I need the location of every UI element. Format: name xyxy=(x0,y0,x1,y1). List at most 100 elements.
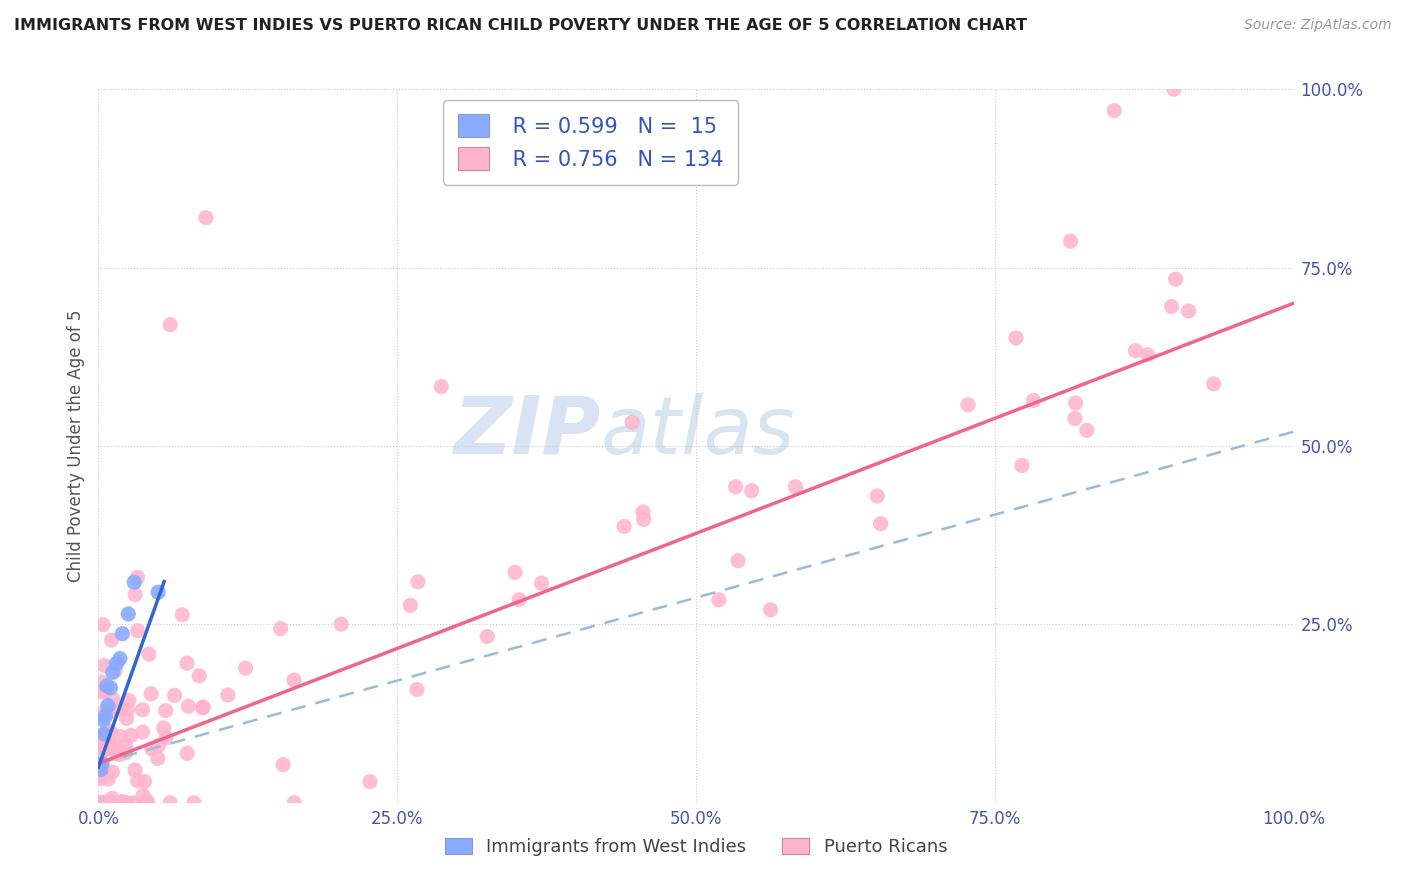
Point xyxy=(94,796,117,810)
Point xyxy=(93,741,115,756)
Point xyxy=(118,693,141,707)
Point xyxy=(759,603,782,617)
Point xyxy=(1136,348,1159,362)
Point xyxy=(1011,458,1033,473)
Point xyxy=(135,794,157,808)
Point xyxy=(93,658,115,673)
Point xyxy=(127,570,149,584)
Point xyxy=(93,684,115,698)
Point xyxy=(110,730,132,744)
Point xyxy=(124,588,146,602)
Point xyxy=(176,656,198,670)
Point xyxy=(475,630,498,644)
Point xyxy=(98,741,121,756)
Point xyxy=(97,772,120,786)
Point xyxy=(120,728,142,742)
Point xyxy=(114,796,136,810)
Point xyxy=(631,505,654,519)
Point xyxy=(271,757,294,772)
Point xyxy=(176,747,198,761)
Point xyxy=(90,796,112,810)
Point xyxy=(141,741,163,756)
Point xyxy=(98,796,121,810)
Point xyxy=(100,725,122,739)
Point xyxy=(330,617,353,632)
Point xyxy=(406,682,429,697)
Point xyxy=(1064,411,1087,425)
Point xyxy=(98,739,121,754)
Point xyxy=(148,739,170,753)
Point xyxy=(283,673,305,687)
Point xyxy=(104,741,127,756)
Point xyxy=(104,664,127,678)
Point xyxy=(117,703,139,717)
Point xyxy=(152,721,174,735)
Point xyxy=(124,575,146,590)
Point xyxy=(127,773,149,788)
Point xyxy=(359,774,381,789)
Point xyxy=(866,489,889,503)
Point xyxy=(406,574,429,589)
Point xyxy=(100,796,122,810)
Point xyxy=(96,679,118,693)
Point xyxy=(136,796,159,810)
Point xyxy=(94,796,117,810)
Point xyxy=(93,709,115,723)
Point xyxy=(235,661,257,675)
Point xyxy=(115,796,138,810)
Point xyxy=(188,669,211,683)
Point xyxy=(93,743,115,757)
Point xyxy=(94,705,117,719)
Point xyxy=(90,796,112,810)
Point xyxy=(93,727,115,741)
Point xyxy=(724,480,747,494)
Point xyxy=(101,665,124,680)
Point xyxy=(155,704,177,718)
Point xyxy=(1064,396,1087,410)
Point xyxy=(94,709,117,723)
Y-axis label: Child Poverty Under the Age of 5: Child Poverty Under the Age of 5 xyxy=(66,310,84,582)
Point xyxy=(91,713,114,727)
Point xyxy=(111,796,134,810)
Point xyxy=(399,599,422,613)
Point xyxy=(727,554,749,568)
Point xyxy=(90,796,112,810)
Legend: Immigrants from West Indies, Puerto Ricans: Immigrants from West Indies, Puerto Rica… xyxy=(436,829,956,865)
Point xyxy=(105,747,128,761)
Point xyxy=(155,731,177,745)
Point xyxy=(131,725,153,739)
Point xyxy=(183,796,205,810)
Point xyxy=(93,763,115,777)
Text: IMMIGRANTS FROM WEST INDIES VS PUERTO RICAN CHILD POVERTY UNDER THE AGE OF 5 COR: IMMIGRANTS FROM WEST INDIES VS PUERTO RI… xyxy=(14,18,1026,33)
Point xyxy=(159,796,181,810)
Point xyxy=(90,796,112,810)
Point xyxy=(91,796,114,810)
Text: Source: ZipAtlas.com: Source: ZipAtlas.com xyxy=(1244,18,1392,32)
Point xyxy=(98,796,121,810)
Point xyxy=(96,723,118,738)
Point xyxy=(97,796,120,810)
Point xyxy=(114,796,136,810)
Point xyxy=(90,763,112,777)
Text: atlas: atlas xyxy=(600,392,796,471)
Text: ZIP: ZIP xyxy=(453,392,600,471)
Point xyxy=(97,698,120,713)
Point xyxy=(90,764,112,779)
Point xyxy=(621,415,644,429)
Point xyxy=(785,480,807,494)
Point xyxy=(177,699,200,714)
Point xyxy=(110,796,132,810)
Point xyxy=(98,705,121,719)
Point xyxy=(1160,300,1182,314)
Point xyxy=(163,689,186,703)
Point xyxy=(134,774,156,789)
Point xyxy=(1163,82,1185,96)
Point xyxy=(105,657,128,671)
Point xyxy=(633,512,655,526)
Point xyxy=(191,700,214,714)
Point xyxy=(1005,331,1028,345)
Point xyxy=(132,789,155,803)
Point xyxy=(1125,343,1147,358)
Point xyxy=(121,796,143,810)
Point xyxy=(127,624,149,638)
